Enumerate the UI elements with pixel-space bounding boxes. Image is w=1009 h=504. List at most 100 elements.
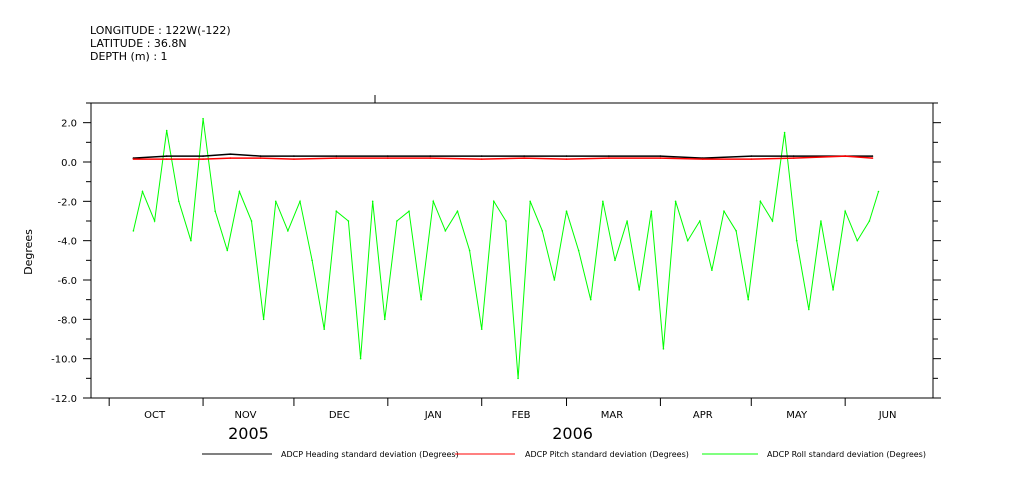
- x-tick-label: MAY: [786, 410, 808, 421]
- data-point: [293, 155, 295, 157]
- data-point: [577, 249, 580, 252]
- data-point: [468, 249, 471, 252]
- data-point: [750, 158, 753, 160]
- data-point: [335, 157, 338, 159]
- x-tick-label: OCT: [144, 410, 166, 421]
- data-point: [429, 157, 432, 159]
- data-point: [165, 158, 168, 160]
- data-point: [202, 158, 204, 160]
- data-point: [771, 220, 774, 222]
- data-point: [259, 157, 262, 159]
- data-point: [274, 200, 277, 203]
- data-point: [250, 220, 253, 222]
- data-point: [750, 155, 753, 157]
- year-label: 2005: [228, 424, 269, 443]
- data-point: [868, 220, 871, 222]
- data-point: [420, 298, 422, 301]
- data-point: [202, 117, 204, 120]
- data-point: [262, 318, 265, 321]
- data-point: [792, 157, 795, 159]
- data-point: [723, 210, 725, 212]
- x-tick-label: NOV: [234, 410, 256, 421]
- data-point: [659, 155, 662, 157]
- data-point: [165, 155, 168, 157]
- data-point: [608, 155, 610, 157]
- legend: ADCP Heading standard deviation (Degrees…: [202, 450, 926, 459]
- data-point: [299, 200, 301, 203]
- y-tick-label: 2.0: [61, 119, 77, 130]
- data-point: [238, 190, 241, 193]
- y-tick-label: -10.0: [51, 355, 77, 366]
- data-point: [844, 210, 846, 212]
- y-tick-label: 0.0: [61, 158, 77, 169]
- y-tick-label: -8.0: [57, 315, 77, 326]
- data-point: [493, 200, 495, 203]
- data-point: [505, 220, 507, 222]
- legend-label: ADCP Heading standard deviation (Degrees…: [281, 450, 459, 459]
- x-tick-label: APR: [693, 410, 713, 421]
- data-point: [602, 200, 604, 203]
- data-point: [359, 357, 362, 360]
- series-layer: [132, 117, 880, 380]
- data-point: [132, 158, 135, 160]
- data-point: [608, 157, 610, 159]
- data-point: [565, 155, 568, 157]
- y-tick-label: -6.0: [57, 276, 77, 287]
- data-point: [444, 230, 447, 232]
- data-point: [523, 157, 525, 159]
- data-point: [674, 200, 677, 203]
- year-label: 2006: [552, 424, 593, 443]
- data-point: [396, 220, 398, 222]
- legend-entry: ADCP Heading standard deviation (Degrees…: [202, 450, 459, 459]
- data-point: [686, 239, 689, 242]
- y-axis: 2.0 0.0 -2.0 -4.0 -6.0 -8.0 -10.0 -12.0: [51, 102, 941, 405]
- legend-entry: ADCP Pitch standard deviation (Degrees): [455, 450, 689, 459]
- data-point: [429, 155, 432, 157]
- data-point: [480, 158, 483, 160]
- x-tick-label: FEB: [512, 410, 531, 421]
- data-point: [698, 220, 701, 222]
- y-tick-label: -4.0: [57, 237, 77, 248]
- data-point: [293, 158, 295, 160]
- x-tick-label: MAR: [601, 410, 623, 421]
- data-point: [259, 155, 262, 157]
- longitude-label: LONGITUDE : 122W(-122): [90, 24, 231, 37]
- data-point: [650, 210, 653, 212]
- legend-entry: ADCP Roll standard deviation (Degrees): [702, 450, 926, 459]
- x-tick-label: DEC: [329, 410, 350, 421]
- data-point: [311, 259, 313, 262]
- y-tick-label: -2.0: [57, 197, 77, 208]
- data-point: [871, 155, 874, 157]
- legend-label: ADCP Pitch standard deviation (Degrees): [525, 450, 689, 459]
- data-point: [335, 210, 338, 212]
- depth-label: DEPTH (m) : 1: [90, 50, 168, 63]
- plot-frame: [90, 95, 934, 399]
- data-point: [323, 328, 326, 330]
- plot-border: [90, 102, 934, 399]
- data-point: [226, 249, 229, 252]
- data-point: [214, 210, 216, 212]
- data-point: [523, 155, 525, 157]
- data-point: [702, 158, 704, 160]
- data-point: [638, 289, 641, 291]
- data-point: [480, 155, 483, 157]
- data-point: [371, 200, 374, 203]
- plot-header: LONGITUDE : 122W(-122) LATITUDE : 36.8N …: [90, 24, 231, 63]
- data-point: [190, 239, 192, 242]
- data-point: [808, 308, 810, 311]
- y-axis-title: Degrees: [22, 229, 35, 275]
- data-point: [792, 155, 795, 157]
- x-tick-label: JUN: [878, 410, 897, 421]
- data-point: [871, 157, 874, 159]
- data-point: [287, 230, 289, 232]
- data-point: [662, 348, 665, 350]
- data-point: [480, 328, 483, 330]
- data-point: [844, 155, 846, 157]
- data-point: [659, 157, 662, 159]
- data-point: [347, 220, 350, 222]
- data-point: [229, 157, 232, 159]
- data-point: [517, 377, 519, 380]
- data-point: [759, 200, 762, 203]
- y-tick-label: -12.0: [51, 394, 77, 405]
